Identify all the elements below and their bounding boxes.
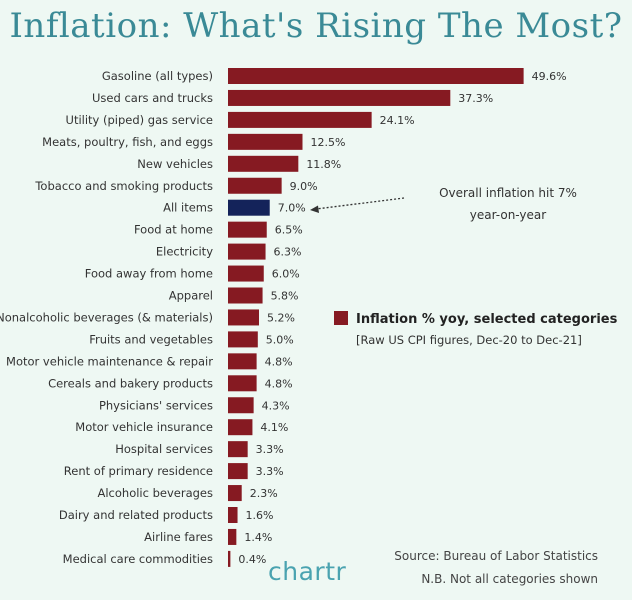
value-label: 0.4%: [238, 553, 266, 566]
bar: [228, 265, 264, 282]
bar: [228, 243, 266, 260]
bar: [228, 111, 372, 128]
category-label: Used cars and trucks: [92, 91, 213, 105]
value-label: 5.8%: [271, 290, 299, 303]
value-label: 4.1%: [260, 421, 288, 434]
value-label: 2.3%: [250, 487, 278, 500]
value-label: 1.4%: [244, 531, 272, 544]
annotation-line-1: Overall inflation hit 7%: [439, 186, 577, 200]
value-label: 3.3%: [256, 443, 284, 456]
value-label: 3.3%: [256, 465, 284, 478]
bar: [228, 463, 248, 480]
category-label: New vehicles: [137, 157, 213, 171]
legend: Inflation % yoy, selected categories [Ra…: [334, 308, 624, 347]
bar: [228, 528, 237, 545]
category-label: Electricity: [156, 245, 213, 259]
bar: [228, 550, 231, 567]
value-label: 12.5%: [311, 136, 346, 149]
category-label: Motor vehicle maintenance & repair: [6, 354, 213, 368]
source-text: Source: Bureau of Labor Statistics: [394, 549, 598, 563]
annotation-arrow-line: [315, 197, 405, 210]
bar: [228, 177, 282, 194]
legend-sublabel: [Raw US CPI figures, Dec-20 to Dec-21]: [356, 333, 582, 347]
category-labels: Gasoline (all types) Used cars and trucks…: [0, 69, 213, 566]
bar: [228, 485, 242, 502]
value-label: 7.0%: [278, 202, 306, 215]
value-label: 49.6%: [532, 70, 567, 83]
value-label: 1.6%: [246, 509, 274, 522]
bars: [228, 68, 524, 567]
value-label: 5.0%: [266, 333, 294, 346]
bar: [228, 155, 299, 172]
bar: [228, 89, 451, 106]
category-label: Meats, poultry, fish, and eggs: [42, 135, 213, 149]
bar: [228, 375, 257, 392]
category-label: Tobacco and smoking products: [34, 179, 213, 193]
category-label: Cereals and bakery products: [48, 376, 213, 390]
value-label: 24.1%: [380, 114, 415, 127]
category-label: Dairy and related products: [59, 508, 213, 522]
category-label: Hospital services: [115, 442, 213, 456]
value-label: 11.8%: [306, 158, 341, 171]
category-label: Food away from home: [85, 267, 213, 281]
category-label: Fruits and vegetables: [89, 332, 213, 346]
bar: [228, 309, 259, 326]
bar: [228, 419, 253, 436]
value-label: 37.3%: [458, 92, 493, 105]
bar: [228, 133, 303, 150]
value-label: 5.2%: [267, 311, 295, 324]
bar: [228, 68, 524, 84]
category-label: Rent of primary residence: [64, 464, 213, 478]
annotation-line-2: year-on-year: [469, 208, 547, 222]
bar: [228, 287, 263, 304]
value-label: 4.3%: [262, 399, 290, 412]
category-label: Airline fares: [144, 530, 213, 544]
footnote-text: N.B. Not all categories shown: [421, 572, 598, 586]
value-label: 4.8%: [265, 355, 293, 368]
category-label: Motor vehicle insurance: [75, 420, 213, 434]
bar: [228, 221, 267, 238]
bar: [228, 199, 270, 216]
legend-label: Inflation % yoy, selected categories: [356, 312, 618, 327]
value-label: 6.3%: [274, 246, 302, 259]
category-label: Alcoholic beverages: [97, 486, 213, 500]
source-block: Source: Bureau of Labor Statistics N.B. …: [394, 545, 598, 591]
category-label: Nonalcoholic beverages (& materials): [0, 310, 213, 324]
value-label: 4.8%: [265, 377, 293, 390]
category-label: Gasoline (all types): [102, 69, 213, 83]
value-label: 9.0%: [290, 180, 318, 193]
bar: [228, 441, 248, 458]
value-label: 6.5%: [275, 224, 303, 237]
category-label: Physicians' services: [99, 398, 213, 412]
chartr-logo: chartr: [268, 557, 347, 586]
annotation: Overall inflation hit 7% year-on-year: [408, 182, 608, 226]
value-labels: 49.6% 37.3% 24.1% 12.5% 11.8% 9.0% 7.0% 6.5% 6.3…: [238, 70, 566, 566]
legend-swatch: [334, 311, 348, 325]
value-label: 6.0%: [272, 268, 300, 281]
bar: [228, 507, 238, 523]
bar: [228, 397, 254, 414]
annotation-arrow: [310, 197, 405, 213]
category-label: All items: [163, 201, 213, 215]
category-label: Utility (piped) gas service: [66, 113, 213, 127]
category-label: Food at home: [134, 223, 213, 237]
bar: [228, 331, 258, 348]
annotation-arrowhead: [310, 205, 319, 213]
category-label: Apparel: [169, 289, 213, 303]
chart-title: Inflation: What's Rising The Most?: [9, 6, 623, 46]
category-label: Medical care commodities: [63, 552, 213, 566]
bar: [228, 353, 257, 370]
